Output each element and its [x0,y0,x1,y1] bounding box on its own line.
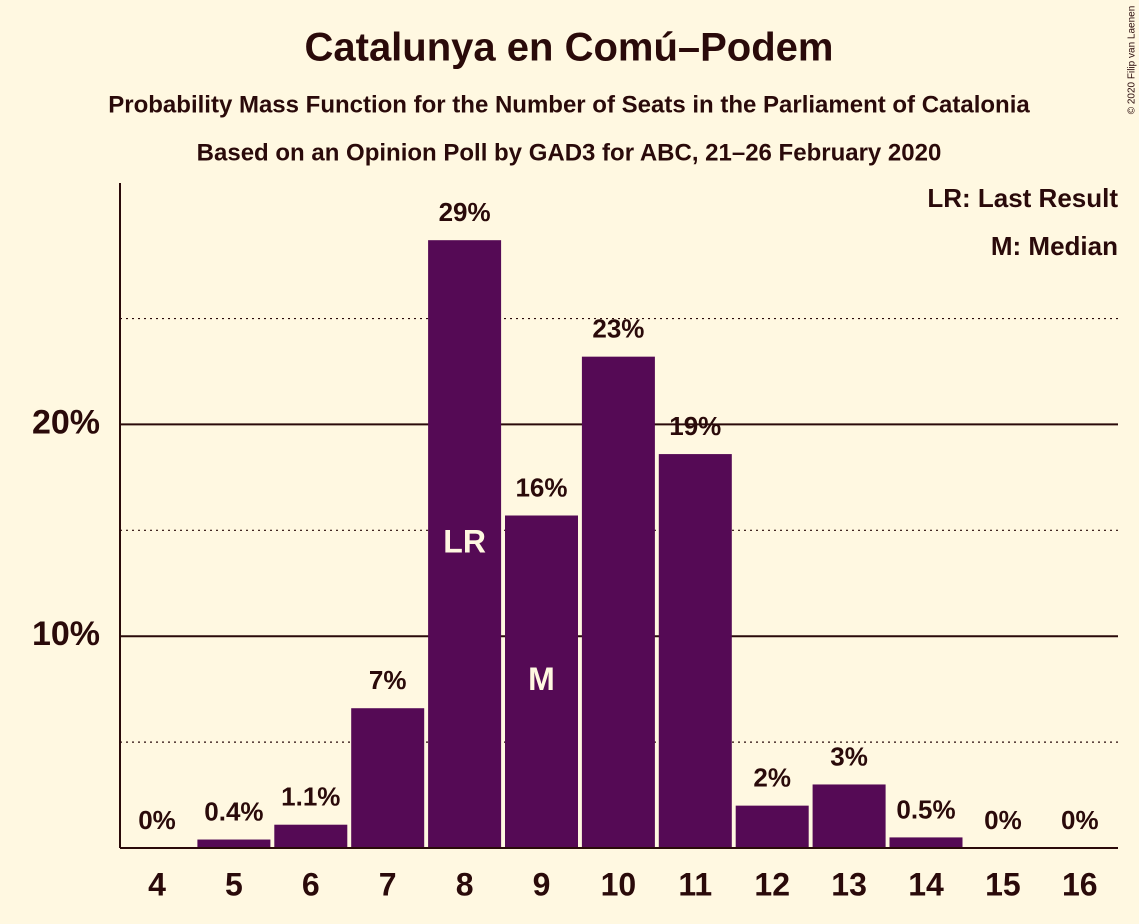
value-label: 0.4% [204,796,263,826]
copyright: © 2020 Filip van Laenen [1127,6,1138,115]
bar [812,784,886,848]
bar [658,454,732,848]
value-label: 2% [753,763,791,793]
bar [197,839,271,848]
x-tick-label: 14 [908,866,944,902]
x-tick-label: 16 [1062,866,1098,902]
x-tick-label: 12 [754,866,790,902]
y-tick-label: 20% [32,403,100,441]
value-label: 16% [515,472,567,502]
value-label: 0% [1061,805,1099,835]
bar [735,805,809,848]
value-label: 0% [984,805,1022,835]
x-tick-label: 15 [985,866,1021,902]
y-tick-label: 10% [32,615,100,653]
bar-annotation: LR [443,524,486,560]
value-label: 0.5% [896,794,955,824]
value-label: 3% [830,741,868,771]
legend-note: LR: Last Result [927,183,1118,213]
x-tick-label: 5 [225,866,243,902]
bar [505,515,578,848]
chart-subtitle: Probability Mass Function for the Number… [108,91,1030,118]
x-tick-label: 9 [533,866,551,902]
chart-title: Catalunya en Comú–Podem [304,26,833,70]
value-label: 29% [439,197,491,227]
value-label: 19% [669,411,721,441]
value-label: 1.1% [281,782,340,812]
value-label: 7% [369,665,407,695]
x-tick-label: 8 [456,866,474,902]
value-label: 23% [592,314,644,344]
x-tick-label: 6 [302,866,320,902]
bar-annotation: M [528,661,555,697]
bar [581,356,655,848]
bar [889,837,963,848]
x-tick-label: 13 [831,866,867,902]
bar [428,240,502,849]
legend-note: M: Median [991,231,1118,261]
bar [351,708,425,848]
value-label: 0% [138,805,176,835]
x-tick-label: 11 [678,866,712,902]
chart-subtitle: Based on an Opinion Poll by GAD3 for ABC… [197,139,942,166]
bar [274,824,348,848]
x-tick-label: 7 [379,866,397,902]
x-tick-label: 10 [601,866,637,902]
x-tick-label: 4 [148,866,166,902]
